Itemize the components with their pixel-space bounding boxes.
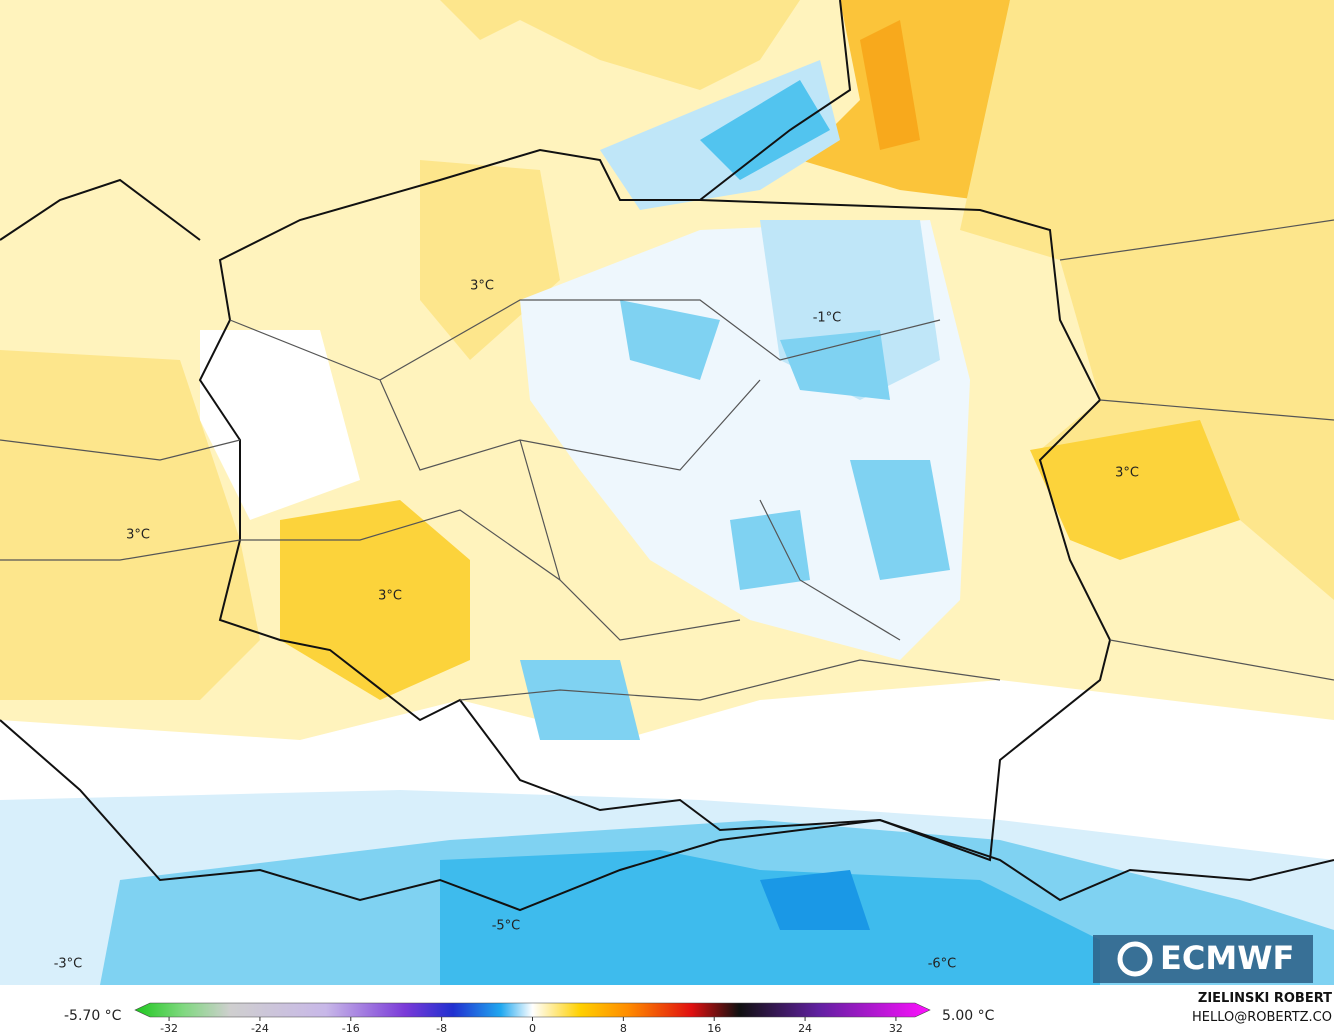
colorbar-tick-label: 32 bbox=[889, 1022, 903, 1035]
temperature-label: -5°C bbox=[492, 919, 521, 934]
colorbar-tick-label: -24 bbox=[251, 1022, 269, 1035]
temperature-label: -3°C bbox=[54, 957, 83, 972]
temperature-label: -6°C bbox=[928, 957, 957, 972]
colorbar-min: -5.70 °C bbox=[64, 1008, 122, 1024]
logo-text: ECMWF bbox=[1160, 939, 1294, 977]
temperature-label: 3°C bbox=[126, 528, 150, 543]
colorbar-tick-label: -32 bbox=[160, 1022, 178, 1035]
colorbar-tick-label: 0 bbox=[529, 1022, 536, 1035]
temperature-label: -1°C bbox=[813, 311, 842, 326]
map bbox=[0, 0, 1334, 985]
colorbar-bar bbox=[134, 1002, 931, 1018]
credit-author: ZIELINSKI ROBERT bbox=[1198, 991, 1332, 1006]
colorbar-tick-label: 24 bbox=[798, 1022, 812, 1035]
temperature-label: 3°C bbox=[1115, 466, 1139, 481]
colorbar-tick-label: -8 bbox=[436, 1022, 447, 1035]
map-labels: 3°C 3°C 3°C 3°C -1°C -5°C -3°C -6°C bbox=[54, 279, 1139, 972]
colorbar-tick-label: 8 bbox=[620, 1022, 627, 1035]
credit-contact: HELLO@ROBERTZ.CO bbox=[1192, 1010, 1332, 1025]
colorbar-tick-label: 16 bbox=[707, 1022, 721, 1035]
footer: -5.70 °C 5.00 °C ZIELINSKI ROBERT HELLO@… bbox=[64, 991, 1332, 1025]
temperature-label: 3°C bbox=[470, 279, 494, 294]
colorbar: -32 -24 -16 -8 0 8 16 24 32 bbox=[134, 1002, 931, 1035]
colorbar-tick-label: -16 bbox=[342, 1022, 360, 1035]
colorbar-max: 5.00 °C bbox=[942, 1008, 995, 1024]
temperature-label: 3°C bbox=[378, 589, 402, 604]
logo: ECMWF bbox=[1093, 935, 1313, 983]
